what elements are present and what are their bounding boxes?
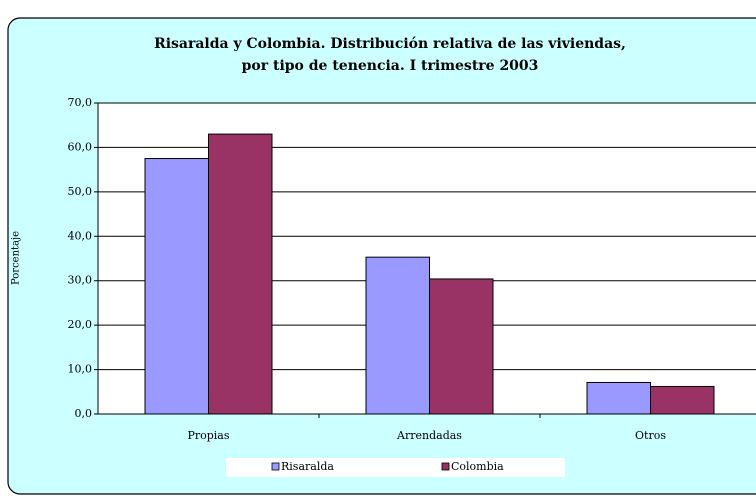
y-axis-label: Porcentaje bbox=[11, 231, 22, 285]
x-tick-label: Arrendadas bbox=[396, 429, 462, 442]
legend-label: Colombia bbox=[451, 460, 504, 473]
chart-title: por tipo de tenencia. I trimestre 2003 bbox=[242, 58, 539, 74]
chart-title: Risaralda y Colombia. Distribución relat… bbox=[154, 36, 626, 52]
y-tick-label: 20,0 bbox=[68, 318, 93, 331]
y-tick-label: 30,0 bbox=[68, 274, 93, 287]
x-tick-label: Otros bbox=[635, 429, 666, 442]
legend-label: Risaralda bbox=[281, 460, 334, 473]
bar bbox=[429, 278, 494, 415]
legend-swatch bbox=[441, 462, 450, 471]
y-tick-label: 10,0 bbox=[68, 363, 93, 376]
x-tick-label: Propias bbox=[187, 429, 229, 442]
y-tick-label: 60,0 bbox=[68, 140, 93, 153]
legend bbox=[226, 458, 565, 477]
bar bbox=[208, 133, 273, 415]
bar bbox=[650, 385, 715, 415]
y-tick-label: 50,0 bbox=[68, 185, 93, 198]
y-tick-label: 40,0 bbox=[68, 229, 93, 242]
legend-swatch bbox=[271, 462, 280, 471]
y-tick-label: 0,0 bbox=[75, 407, 93, 420]
bar bbox=[144, 158, 209, 415]
bar bbox=[586, 381, 651, 415]
bar bbox=[365, 256, 430, 415]
y-tick-label: 70,0 bbox=[68, 96, 93, 109]
